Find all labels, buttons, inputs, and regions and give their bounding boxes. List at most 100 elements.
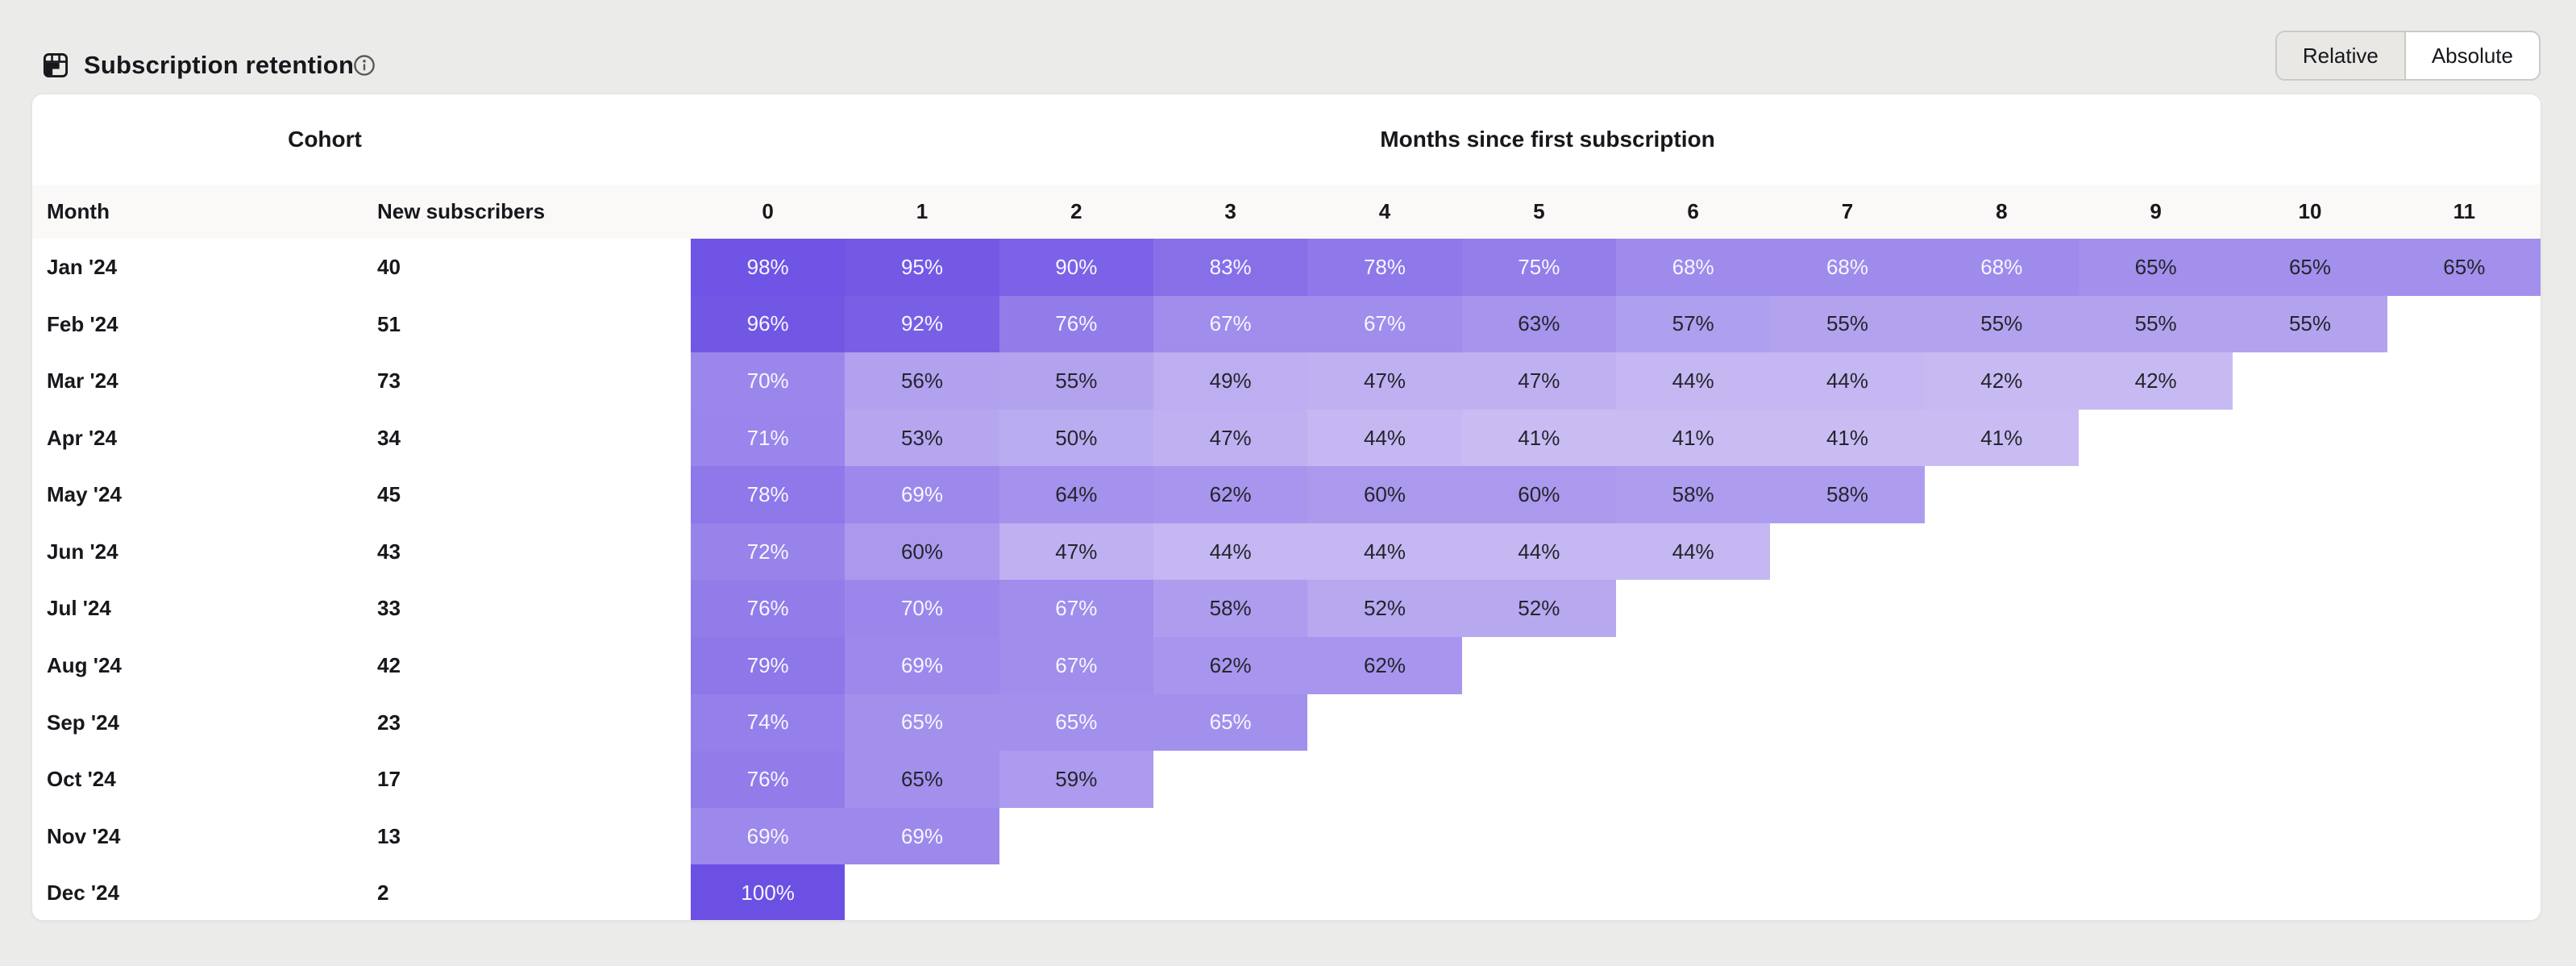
retention-cell[interactable]: 69%	[845, 466, 999, 523]
retention-cell[interactable]: 50%	[999, 409, 1153, 467]
retention-cell[interactable]: 67%	[1307, 295, 1462, 353]
cohort-month-label: Feb '24	[47, 311, 118, 336]
retention-cell[interactable]: 70%	[845, 580, 999, 638]
retention-cell[interactable]: 44%	[1770, 352, 1925, 410]
info-icon[interactable]	[353, 54, 376, 77]
column-header-row: Month New subscribers 0 1 2 3 4 5 6 7 8 9 10 11	[32, 185, 2541, 239]
retention-cell[interactable]: 53%	[845, 409, 999, 467]
retention-cell[interactable]: 68%	[1615, 239, 1771, 296]
retention-cell[interactable]: 65%	[845, 693, 999, 752]
retention-cell[interactable]: 58%	[1615, 466, 1771, 523]
retention-cell[interactable]: 62%	[1307, 637, 1462, 694]
retention-cell[interactable]: 41%	[1770, 409, 1925, 467]
retention-cell[interactable]: 42%	[2078, 352, 2233, 410]
retention-cell[interactable]: 96%	[691, 295, 846, 353]
cohort-month-label: Jan '24	[47, 255, 118, 279]
retention-cell[interactable]: 67%	[999, 580, 1153, 638]
retention-cell[interactable]: 65%	[845, 751, 999, 808]
retention-cell[interactable]: 65%	[2078, 239, 2233, 296]
toggle-relative-button[interactable]: Relative	[2276, 32, 2406, 79]
retention-cell[interactable]: 70%	[691, 352, 846, 410]
retention-table-card: Cohort Months since first subscription M…	[31, 94, 2541, 921]
month-number-header: 2	[1070, 199, 1082, 223]
retention-cell[interactable]: 44%	[1307, 409, 1462, 467]
cohort-month-label: Aug '24	[47, 653, 122, 678]
retention-cell[interactable]: 56%	[845, 352, 999, 410]
table-group-header: Cohort Months since first subscription	[32, 94, 2541, 185]
retention-cell[interactable]: 42%	[1924, 352, 2079, 410]
widget-title-bar: Subscription retention Relative Absolute	[0, 0, 2576, 94]
retention-cell[interactable]: 65%	[999, 693, 1153, 752]
retention-cell[interactable]: 57%	[1615, 295, 1771, 353]
retention-cell[interactable]: 58%	[1153, 580, 1308, 638]
cohort-subscriber-count: 42	[377, 653, 401, 678]
retention-cell[interactable]: 60%	[1307, 466, 1462, 523]
retention-cell[interactable]: 74%	[691, 693, 846, 752]
retention-cell[interactable]: 68%	[1770, 239, 1925, 296]
cohort-row: Jul '24 33 76% 70% 67% 58% 52% 52%	[32, 580, 2541, 638]
retention-cell[interactable]: 98%	[691, 239, 846, 296]
retention-cell[interactable]: 44%	[1615, 352, 1771, 410]
retention-cell[interactable]: 64%	[999, 466, 1153, 523]
cohort-month-label: Mar '24	[47, 368, 118, 393]
cohort-row: Jun '24 43 72% 60% 47% 44% 44% 44% 44%	[32, 523, 2541, 581]
retention-cell[interactable]: 69%	[845, 637, 999, 694]
cohort-row: Jan '24 40 98% 95% 90% 83% 78% 75% 68% 68% 68% 65% 6…	[32, 239, 2541, 296]
retention-cell[interactable]: 67%	[999, 637, 1153, 694]
retention-cell[interactable]: 58%	[1770, 466, 1925, 523]
retention-cell[interactable]: 78%	[1307, 239, 1462, 296]
retention-cell[interactable]: 47%	[1153, 409, 1308, 467]
retention-cell[interactable]: 90%	[999, 239, 1153, 296]
retention-cell[interactable]: 55%	[1924, 295, 2079, 353]
retention-cell[interactable]: 60%	[845, 523, 999, 581]
retention-cell[interactable]: 69%	[691, 807, 846, 865]
retention-cell[interactable]: 79%	[691, 637, 846, 694]
cohort-subscriber-count: 43	[377, 539, 401, 564]
retention-cell[interactable]: 41%	[1924, 409, 2079, 467]
retention-cell[interactable]: 60%	[1461, 466, 1616, 523]
retention-cell[interactable]: 62%	[1153, 466, 1308, 523]
retention-cell[interactable]: 55%	[2078, 295, 2233, 353]
month-number-header: 1	[916, 199, 929, 223]
cohort-subscriber-count: 73	[377, 368, 401, 393]
retention-cell[interactable]: 62%	[1153, 637, 1308, 694]
retention-cell[interactable]: 49%	[1153, 352, 1308, 410]
month-number-header: 6	[1687, 199, 1699, 223]
retention-cell[interactable]: 92%	[845, 295, 999, 353]
retention-cell[interactable]: 47%	[1307, 352, 1462, 410]
retention-cell[interactable]: 65%	[1153, 693, 1308, 752]
retention-cell[interactable]: 52%	[1461, 580, 1616, 638]
retention-cell[interactable]: 44%	[1307, 523, 1462, 581]
retention-cell[interactable]: 44%	[1153, 523, 1308, 581]
retention-cell[interactable]: 68%	[1924, 239, 2079, 296]
retention-cell[interactable]: 76%	[691, 580, 846, 638]
retention-cell[interactable]: 72%	[691, 523, 846, 581]
cohort-row: Feb '24 51 96% 92% 76% 67% 67% 63% 57% 55% 55% 55% 5…	[32, 295, 2541, 353]
retention-cell[interactable]: 44%	[1461, 523, 1616, 581]
retention-cell[interactable]: 55%	[999, 352, 1153, 410]
retention-cell[interactable]: 52%	[1307, 580, 1462, 638]
retention-cell[interactable]: 67%	[1153, 295, 1308, 353]
retention-cell[interactable]: 95%	[845, 239, 999, 296]
retention-cell[interactable]: 59%	[999, 751, 1153, 808]
retention-cell[interactable]: 76%	[691, 751, 846, 808]
retention-cell[interactable]: 65%	[2233, 239, 2387, 296]
retention-cell[interactable]: 47%	[999, 523, 1153, 581]
retention-cell[interactable]: 83%	[1153, 239, 1308, 296]
month-number-header: 11	[2453, 199, 2476, 223]
retention-cell[interactable]: 71%	[691, 409, 846, 467]
toggle-absolute-button[interactable]: Absolute	[2405, 32, 2539, 79]
retention-cell[interactable]: 41%	[1615, 409, 1771, 467]
retention-cell[interactable]: 78%	[691, 466, 846, 523]
retention-cell[interactable]: 47%	[1461, 352, 1616, 410]
retention-cell[interactable]: 63%	[1461, 295, 1616, 353]
retention-cell[interactable]: 55%	[1770, 295, 1925, 353]
retention-cell[interactable]: 65%	[2387, 239, 2541, 296]
retention-cell[interactable]: 69%	[845, 807, 999, 865]
retention-cell[interactable]: 44%	[1615, 523, 1771, 581]
retention-cell[interactable]: 41%	[1461, 409, 1616, 467]
retention-cell[interactable]: 100%	[691, 864, 846, 920]
retention-cell[interactable]: 55%	[2233, 295, 2387, 353]
retention-cell[interactable]: 76%	[999, 295, 1153, 353]
retention-cell[interactable]: 75%	[1461, 239, 1616, 296]
